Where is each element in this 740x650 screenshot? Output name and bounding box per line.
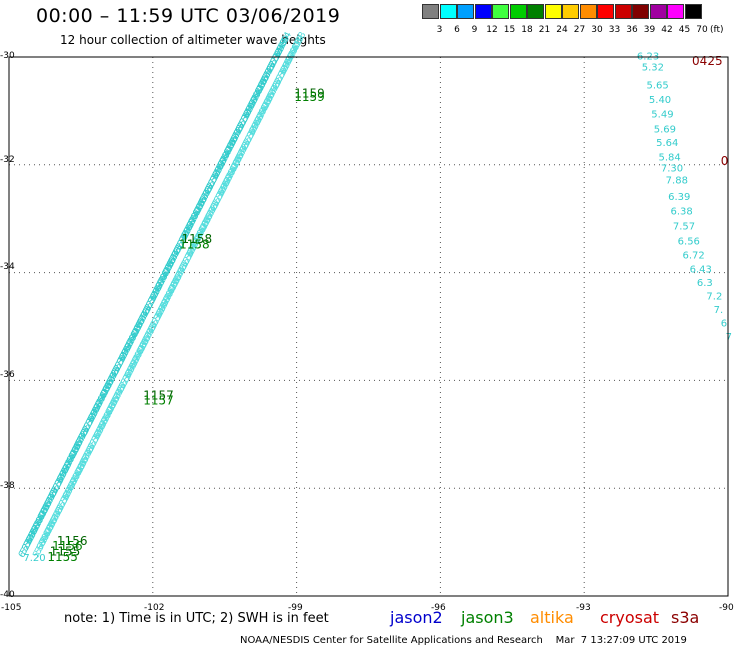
right-track-wave-height: 7.	[714, 305, 724, 316]
footer-center: NOAA/NESDIS Center for Satellite Applica…	[240, 635, 543, 646]
right-track-wave-height: 7.88	[666, 176, 688, 187]
scale-label: 3	[436, 25, 443, 35]
time-label: 1157	[143, 388, 174, 402]
scale-label: 12	[486, 25, 498, 35]
right-time-label: 0	[721, 154, 729, 168]
right-track-wave-height: 6.38	[670, 206, 692, 217]
right-track-wave-height: 7.2	[706, 292, 722, 303]
satellite-label-jason2: jason2	[390, 608, 443, 627]
scale-swatch	[422, 4, 439, 19]
scale-label: 70	[696, 25, 708, 35]
right-track-wave-height: 6.43	[690, 265, 712, 276]
right-track-wave-height: 6.3	[697, 278, 713, 289]
lon-label: -90	[719, 603, 734, 613]
lon-label: -93	[576, 603, 591, 613]
scale-swatch	[649, 4, 667, 19]
scale-swatch	[614, 4, 632, 19]
time-label: 1159	[294, 90, 325, 104]
right-track-wave-height: 5.49	[651, 109, 673, 120]
track-wave-height: 6.38	[290, 30, 308, 53]
right-track-wave-height: 5.69	[654, 124, 676, 135]
units-note: note: 1) Time is in UTC; 2) SWH is in fe…	[64, 611, 329, 626]
scale-label: 42	[661, 25, 673, 35]
lat-label: -32	[0, 155, 15, 165]
footer-credit: NOAA/NESDIS Center for Satellite Applica…	[240, 635, 687, 646]
lat-label: -38	[0, 481, 15, 491]
scale-unit: (ft)	[710, 25, 724, 35]
right-track-wave-height: 5.65	[647, 80, 669, 91]
scale-swatch	[579, 4, 597, 19]
right-track-wave-height: 5.40	[649, 95, 671, 106]
right-track-wave-height: 7.30	[661, 163, 683, 174]
satellite-label-cryosat: cryosat	[600, 608, 660, 627]
scale-swatch	[509, 4, 527, 19]
scale-label: 6	[454, 25, 460, 35]
satellite-label-altika: altika	[530, 608, 574, 627]
scale-swatch	[562, 4, 579, 19]
subtitle: 12 hour collection of altimeter wave hei…	[60, 33, 326, 47]
time-label: 1158	[182, 232, 213, 246]
lon-label: -102	[144, 603, 165, 613]
scale-label: 18	[521, 25, 533, 35]
satellite-label-s3a: s3a	[671, 608, 700, 627]
lat-label: -34	[0, 262, 15, 272]
time-label: 1157	[143, 394, 174, 408]
time-label: 1155	[50, 545, 81, 559]
scale-swatch	[544, 4, 562, 19]
time-label: 1158	[179, 237, 210, 251]
scale-label: 45	[678, 25, 691, 35]
scale-label: 15	[503, 25, 516, 35]
right-time-label: 0425	[692, 54, 723, 68]
scale-label: 36	[626, 25, 638, 35]
scale-label: 9	[471, 25, 478, 35]
right-track-wave-height: 6.56	[678, 237, 700, 248]
right-track-wave-height: 5.32	[642, 62, 664, 73]
time-label: 1155	[47, 550, 78, 564]
scale-label: 21	[538, 25, 551, 35]
lat-label: -40	[0, 590, 15, 600]
time-label: 1156	[57, 534, 88, 548]
lat-label: -30	[0, 51, 15, 61]
scale-swatch	[527, 4, 544, 19]
scale-swatch	[597, 4, 614, 19]
scale-swatch	[474, 4, 492, 19]
lat-label: -36	[0, 370, 15, 380]
lon-label: -96	[431, 603, 446, 613]
right-track-wave-height: 6	[721, 319, 727, 330]
scale-label: 30	[591, 25, 603, 35]
scale-swatch	[492, 4, 509, 19]
scale-label: 33	[608, 25, 621, 35]
lon-label: -99	[288, 603, 303, 613]
right-track-wave-height: 7.57	[673, 221, 695, 232]
satellite-label-jason3: jason3	[461, 608, 514, 627]
right-track-wave-height: 7	[726, 332, 732, 343]
scale-swatch	[667, 4, 684, 19]
page-title: 00:00 – 11:59 UTC 03/06/2019	[36, 5, 341, 27]
track-wave-height: 7.20	[23, 553, 45, 564]
right-track-wave-height: 5.84	[658, 152, 680, 163]
scale-label: 24	[556, 25, 568, 35]
scale-swatch	[457, 4, 474, 19]
footer-timestamp: Mar 7 13:27:09 UTC 2019	[555, 635, 687, 646]
lon-label: -105	[1, 603, 22, 613]
time-label: 1159	[294, 86, 325, 100]
scale-swatch	[632, 4, 649, 19]
scale-swatch	[684, 4, 702, 19]
scale-label: 39	[643, 25, 656, 35]
time-label: 1156	[52, 539, 83, 553]
right-track-wave-height: 6.72	[682, 251, 704, 262]
scale-swatch	[439, 4, 457, 19]
right-track-wave-height: 5.64	[656, 138, 678, 149]
plot-frame	[8, 56, 729, 597]
right-track-wave-height: 6.39	[668, 192, 690, 203]
scale-label: 27	[573, 25, 586, 35]
